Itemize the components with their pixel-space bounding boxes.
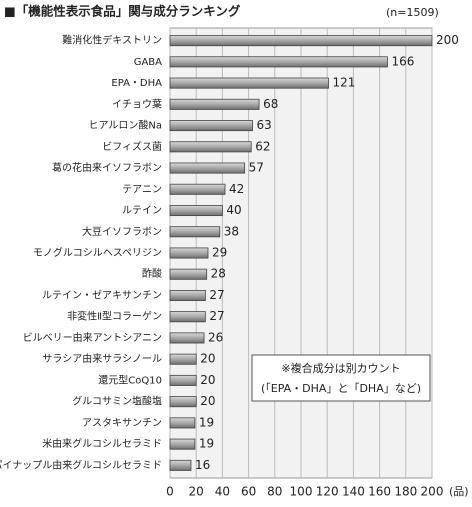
- bar: [169, 268, 208, 280]
- y-tick-label: ルテイン・ゼアキサンチン: [42, 289, 162, 301]
- bar: [169, 396, 197, 408]
- annotation-box: [251, 354, 431, 402]
- value-label: 28: [211, 267, 226, 281]
- value-label: 27: [209, 309, 224, 323]
- bar: [169, 77, 329, 89]
- bar: [169, 120, 253, 132]
- y-tick-label: ビフィズス菌: [102, 140, 162, 153]
- x-tick-label: 20: [189, 485, 204, 499]
- value-label: 19: [199, 437, 214, 451]
- y-tick-label: アスタキサンチン: [82, 417, 162, 429]
- x-tick-label: 140: [342, 485, 365, 499]
- value-label: 40: [226, 203, 241, 217]
- value-label: 16: [195, 458, 210, 472]
- bar: [169, 289, 206, 301]
- bar: [169, 247, 209, 259]
- x-tick-label: 0: [166, 485, 174, 499]
- x-tick-label: 40: [215, 485, 230, 499]
- y-tick-label: 難消化性デキストリン: [62, 34, 162, 47]
- bar: [169, 98, 260, 110]
- bar: [169, 417, 196, 429]
- y-tick-label: EPA・DHA: [111, 78, 162, 89]
- x-tick-label: 160: [368, 485, 391, 499]
- bar: [169, 205, 223, 217]
- bar: [169, 438, 196, 450]
- value-label: 20: [200, 373, 215, 387]
- y-tick-label: 非変性Ⅱ型コラーゲン: [67, 310, 162, 323]
- value-label: 27: [209, 288, 224, 302]
- bar: [169, 56, 388, 68]
- value-label: 20: [200, 394, 215, 408]
- x-tick-label: 80: [267, 485, 282, 499]
- y-tick-label: イチョウ葉: [112, 97, 162, 110]
- chart-title: ■「機能性表示食品」関与成分ランキング: [4, 4, 241, 19]
- y-tick-label: 大豆イソフラボン: [82, 225, 162, 238]
- x-tick-label: 200: [421, 485, 444, 499]
- x-tick-label: 60: [241, 485, 256, 499]
- chart-subtitle: (n=1509): [386, 6, 439, 19]
- y-tick-label: モノグルコシルヘスペリジン: [33, 246, 162, 259]
- value-label: 62: [255, 139, 270, 153]
- annotation: ※複合成分は別カウント: [281, 361, 400, 375]
- y-tick-label: テアニン: [122, 184, 162, 195]
- bar: [169, 162, 246, 174]
- value-label: 121: [333, 76, 356, 90]
- value-label: 20: [200, 352, 215, 366]
- value-label: 26: [208, 330, 223, 344]
- bar: [169, 183, 226, 195]
- value-label: 19: [199, 415, 214, 429]
- y-tick-label: ビルベリー由来アントシアニン: [23, 331, 162, 344]
- y-tick-label: グルコサミン塩酸塩: [72, 395, 162, 408]
- bar: [169, 141, 252, 153]
- value-label: 166: [391, 54, 414, 68]
- value-label: 29: [212, 246, 227, 260]
- value-label: 68: [263, 97, 278, 111]
- y-tick-label: ルテイン: [122, 206, 162, 217]
- bar: [169, 226, 221, 238]
- value-label: 57: [249, 161, 264, 175]
- y-tick-label: パイナップル由来グルコシルセラミド: [0, 458, 162, 471]
- y-tick-label: 葛の花由来イソフラボン: [52, 161, 162, 174]
- y-tick-label: サラシア由来サラシノール: [42, 352, 162, 365]
- bar: [169, 353, 197, 365]
- y-tick-label: 酢酸: [142, 267, 162, 280]
- x-tick-label: 180: [394, 485, 417, 499]
- annotation: (「EPA・DHA」と「DHA」など): [261, 382, 421, 395]
- value-label: 42: [229, 182, 244, 196]
- value-label: 63: [257, 118, 272, 132]
- y-tick-label: GABA: [134, 57, 162, 68]
- x-axis-label: (品): [449, 485, 469, 498]
- bar: [169, 374, 197, 386]
- x-tick-label: 120: [316, 485, 339, 499]
- bar: [169, 35, 433, 47]
- bar: [169, 311, 206, 323]
- bar: [169, 332, 205, 344]
- x-tick-label: 100: [290, 485, 313, 499]
- y-tick-label: 還元型CoQ10: [98, 373, 162, 386]
- y-tick-label: ヒアルロン酸Na: [88, 119, 162, 132]
- value-label: 38: [224, 224, 239, 238]
- bar: [169, 459, 192, 471]
- value-label: 200: [436, 33, 459, 47]
- y-tick-label: 米由来グルコシルセラミド: [42, 437, 162, 450]
